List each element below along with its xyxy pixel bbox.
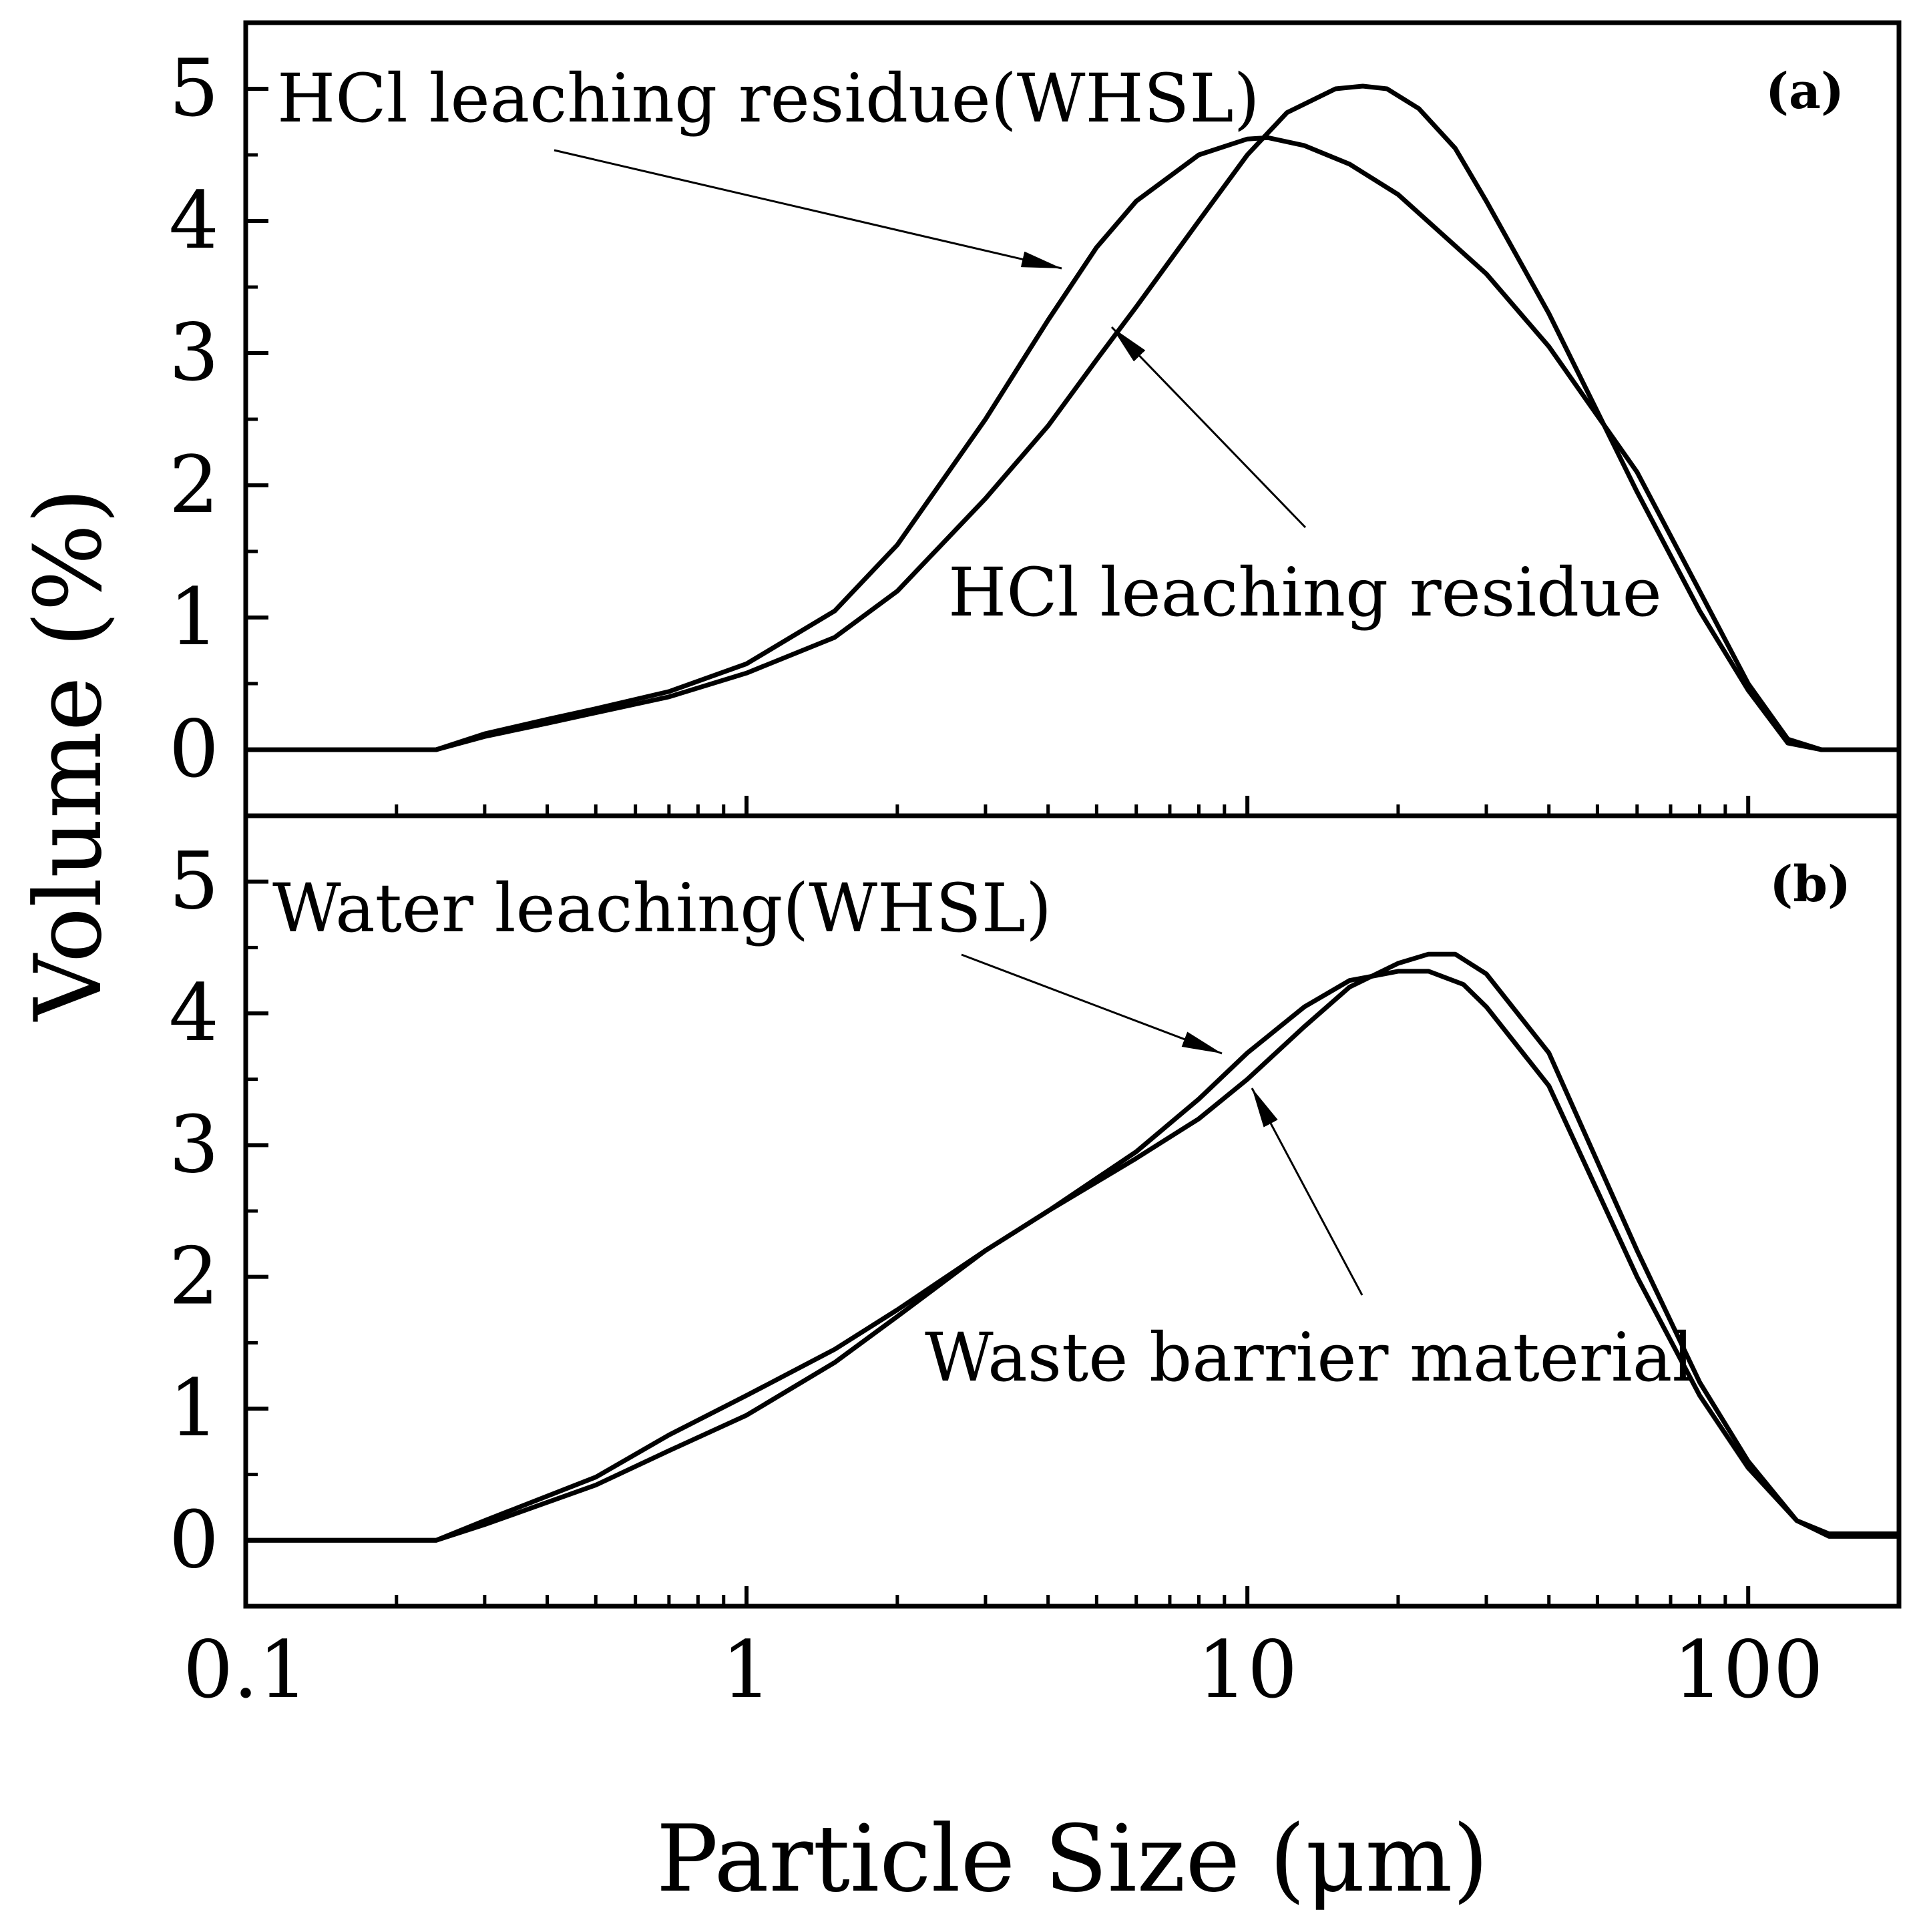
- y-tick-label-b: 4: [169, 967, 219, 1059]
- panel-a-y-ticks: 0 1 2 3 4 5: [169, 42, 268, 795]
- annotation-waste-barrier: Waste barrier material: [925, 1318, 1693, 1397]
- series-line-b-1: [243, 969, 1902, 1543]
- y-tick-label-a: 4: [169, 174, 219, 266]
- panel-b: 0 1 2 3 4 5 Water leaching(WHSL) Waste barrie…: [169, 813, 1902, 1609]
- panel-a-label: (a): [1765, 63, 1844, 120]
- arrow-waste-barrier: [1251, 1088, 1363, 1296]
- panel-a-series: [243, 83, 1902, 752]
- series-line-b-2: [243, 951, 1902, 1543]
- x-axis-title: Particle Size (μm): [656, 1805, 1489, 1913]
- panel-b-series: [243, 951, 1902, 1543]
- y-tick-label-b: 5: [169, 835, 219, 927]
- panel-a-x-ticks: [244, 796, 1751, 816]
- panel-b-y-ticks: 0 1 2 3 4 5: [169, 835, 268, 1586]
- panel-a-frame: [243, 20, 1902, 818]
- y-tick-label-b: 2: [169, 1230, 219, 1322]
- annotation-water-whsl: Water leaching(WHSL): [272, 869, 1052, 947]
- panel-a-annotations: HCl leaching residue(WHSL) HCl leaching …: [277, 59, 1662, 632]
- x-tick-label: 0.1: [183, 1624, 308, 1716]
- y-tick-label-a: 3: [169, 306, 219, 399]
- panel-b-frame: [243, 813, 1902, 1609]
- x-tick-label: 1: [722, 1624, 772, 1716]
- x-tick-label: 10: [1197, 1624, 1297, 1716]
- y-tick-label-b: 0: [169, 1493, 219, 1586]
- panel-b-annotations: Water leaching(WHSL) Waste barrier mater…: [272, 869, 1693, 1397]
- series-line-a-2: [243, 83, 1902, 752]
- y-tick-label-a: 1: [169, 571, 219, 663]
- y-tick-label-b: 3: [169, 1098, 219, 1190]
- x-tick-labels: 0.1 1 10 100: [183, 1624, 1824, 1716]
- panel-b-x-ticks: [244, 1586, 1751, 1606]
- arrow-hcl-whsl: [554, 149, 1062, 270]
- series-line-a-1: [243, 135, 1902, 752]
- y-axis-title: Volume (%): [15, 488, 122, 1022]
- y-tick-label-a: 0: [169, 703, 219, 795]
- annotation-hcl-residue: HCl leaching residue: [948, 553, 1662, 632]
- panel-a: 0 1 2 3 4 5 HCl leaching residue(WHSL) HCl le…: [169, 20, 1902, 818]
- arrow-water-whsl: [961, 953, 1223, 1055]
- y-tick-label-b: 1: [169, 1362, 219, 1454]
- x-tick-label: 100: [1673, 1624, 1824, 1716]
- y-tick-label-a: 5: [169, 42, 219, 134]
- panel-b-label: (b): [1769, 856, 1851, 913]
- annotation-hcl-whsl: HCl leaching residue(WHSL): [277, 59, 1260, 138]
- arrow-hcl-residue: [1110, 326, 1307, 529]
- y-tick-label-a: 2: [169, 439, 219, 531]
